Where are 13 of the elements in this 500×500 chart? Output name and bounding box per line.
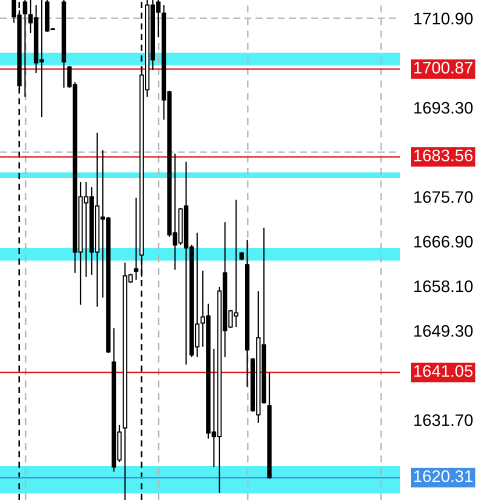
ref-line-label: 1700.87	[414, 62, 472, 74]
y-tick-label: 1666.90	[414, 236, 473, 248]
y-tick-label: 1675.70	[414, 191, 473, 203]
y-tick-label: 1631.70	[414, 414, 473, 426]
ref-line-label: 1683.56	[414, 150, 473, 162]
y-tick-label: 1658.10	[414, 280, 473, 292]
ref-line-label: 1620.31	[414, 470, 472, 482]
y-tick-label: 1649.30	[414, 325, 473, 337]
candlestick	[22, 0, 28, 98]
ref-line-label: 1641.05	[414, 365, 473, 377]
y-tick-label: 1693.30	[414, 102, 473, 114]
candlestick	[134, 197, 138, 281]
y-tick-label: 1710.90	[414, 12, 473, 24]
